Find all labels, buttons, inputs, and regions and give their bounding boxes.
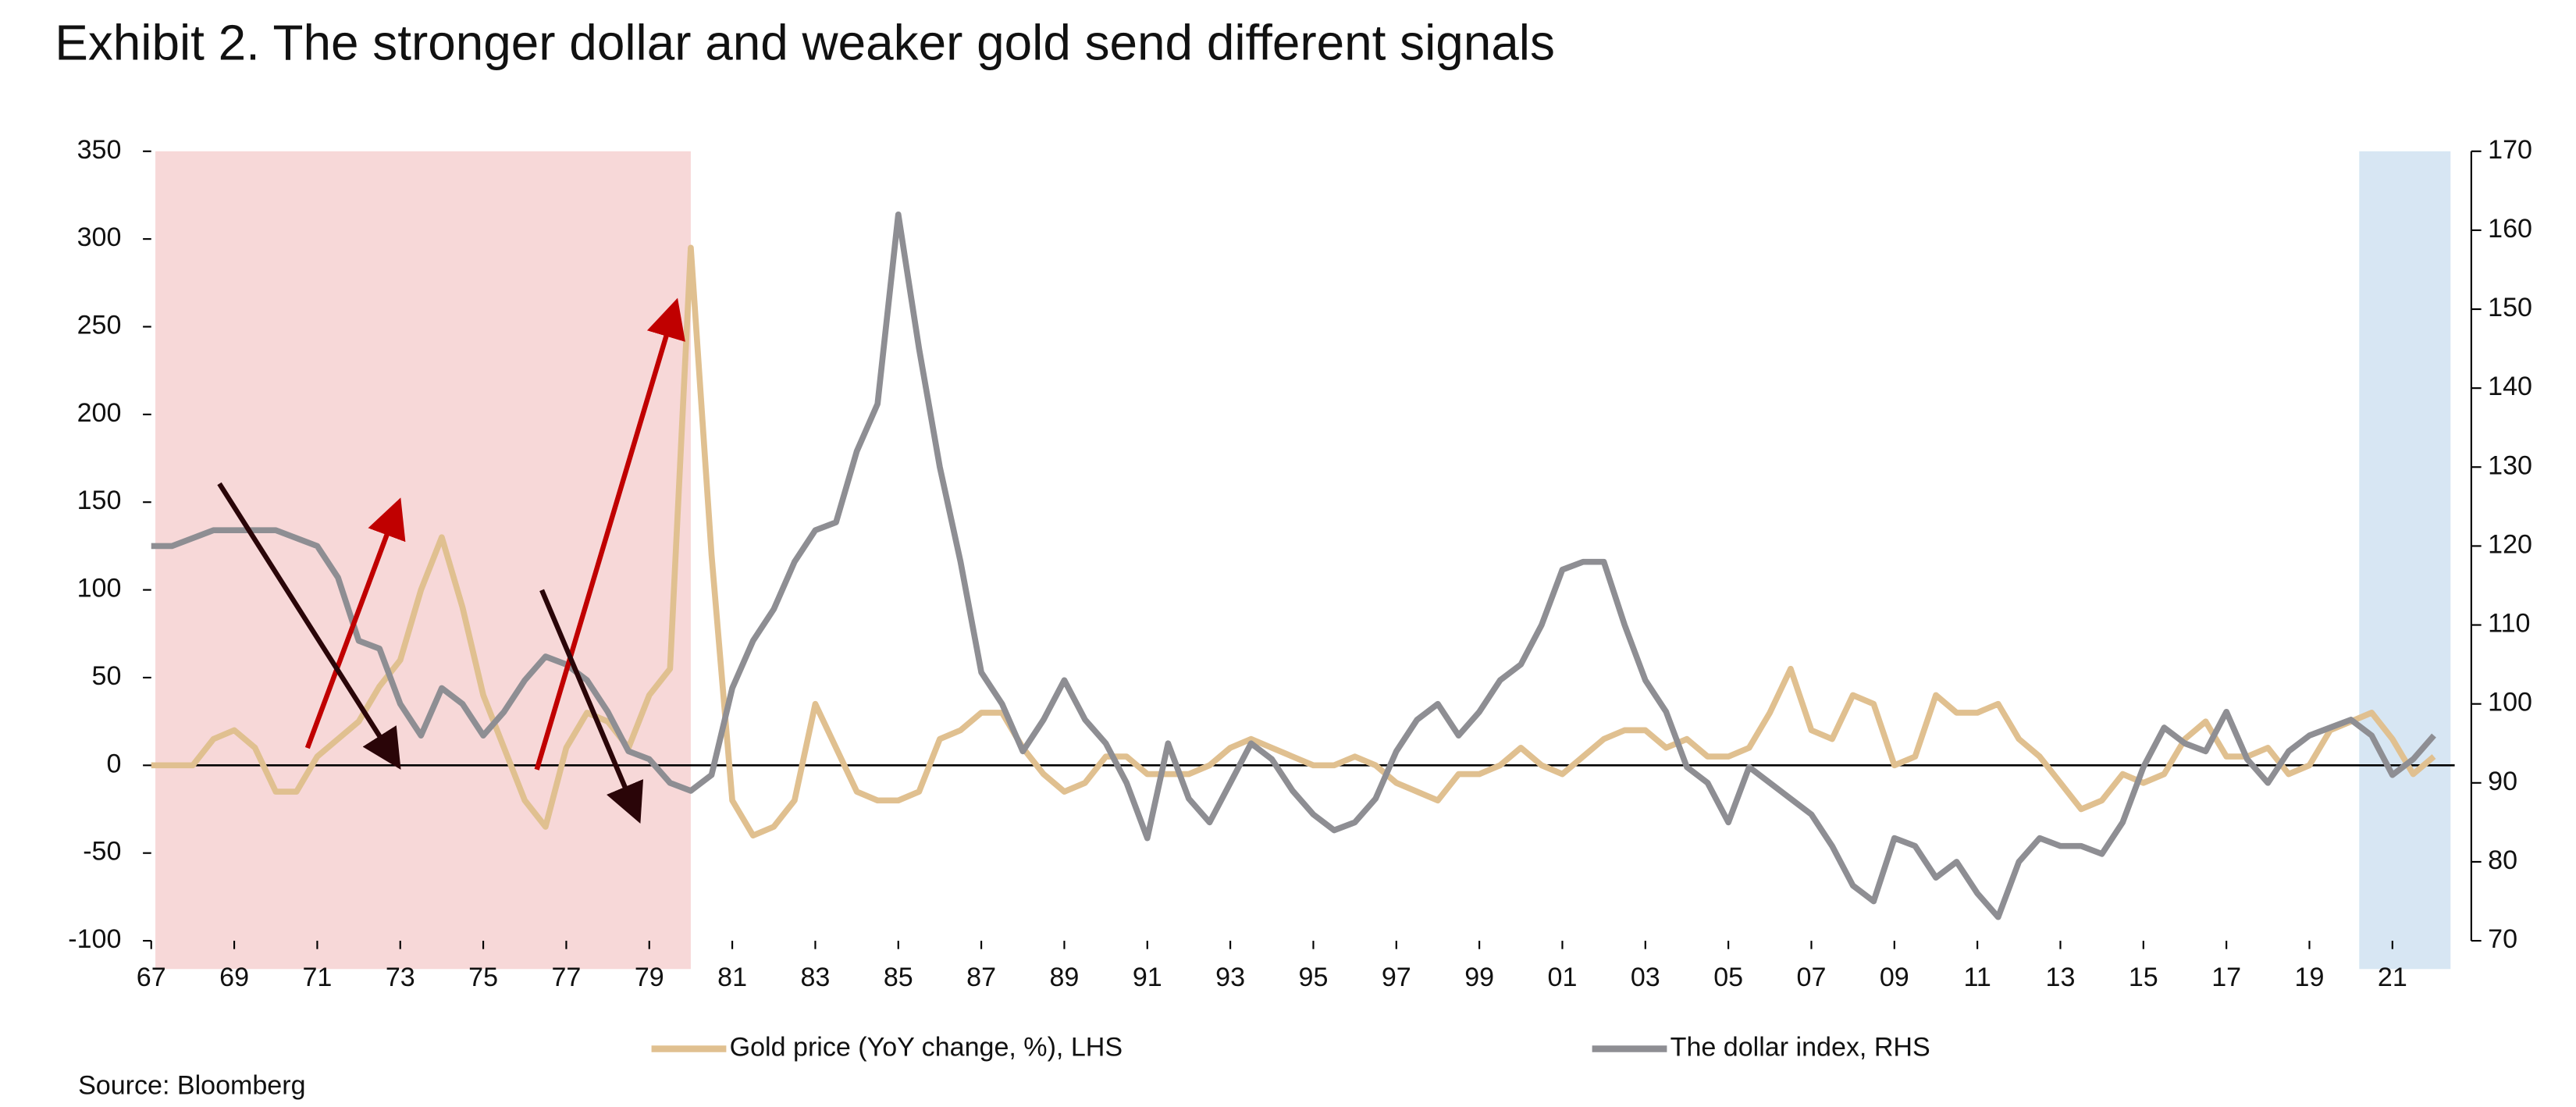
x-tick-label: 07: [1797, 963, 1827, 992]
x-tick-label: 11: [1963, 963, 1991, 992]
legend-label: Gold price (YoY change, %), LHS: [730, 1032, 1123, 1062]
x-tick-label: 93: [1215, 963, 1245, 992]
y-tick-label: 0: [106, 749, 121, 778]
y-tick-label: 50: [92, 661, 122, 691]
y2-tick-label: 100: [2488, 688, 2532, 717]
x-tick-label: 83: [800, 963, 830, 992]
x-tick-label: 19: [2295, 963, 2325, 992]
x-tick-label: 15: [2129, 963, 2158, 992]
x-tick-label: 85: [884, 963, 913, 992]
y2-tick-label: 80: [2488, 845, 2517, 875]
x-tick-label: 77: [551, 963, 581, 992]
y2-tick-label: 140: [2488, 372, 2532, 401]
arrow: [304, 497, 406, 749]
y2-tick-label: 110: [2488, 609, 2530, 639]
x-tick-label: 81: [717, 963, 747, 992]
x-tick-label: 01: [1548, 963, 1578, 992]
series-line: [151, 211, 2436, 920]
x-tick-label: 97: [1382, 963, 1411, 992]
x-tick-label: 91: [1133, 963, 1162, 992]
y2-tick-label: 90: [2488, 767, 2517, 796]
shaded-region: [2359, 151, 2451, 970]
y2-tick-label: 150: [2488, 293, 2532, 322]
x-tick-label: 71: [302, 963, 332, 992]
y-tick-label: 350: [77, 135, 122, 165]
x-tick-label: 75: [468, 963, 498, 992]
x-tick-label: 89: [1050, 963, 1080, 992]
x-tick-label: 17: [2211, 963, 2241, 992]
legend-label: The dollar index, RHS: [1670, 1032, 1930, 1062]
annotation-arrows: [217, 297, 685, 824]
y-tick-label: 200: [77, 398, 122, 428]
x-tick-label: 21: [2378, 963, 2407, 992]
x-tick-label: 79: [635, 963, 664, 992]
arrow: [539, 589, 644, 824]
x-tick-label: 73: [386, 963, 415, 992]
source-note: Source: Bloomberg: [78, 1070, 305, 1100]
y-tick-label: 300: [77, 222, 122, 252]
y-tick-label: 100: [77, 574, 122, 603]
y2-tick-label: 170: [2488, 135, 2532, 165]
x-tick-label: 69: [219, 963, 249, 992]
y2-tick-label: 160: [2488, 214, 2532, 244]
x-tick-label: 13: [2046, 963, 2076, 992]
y2-tick-label: 130: [2488, 450, 2532, 480]
y2-tick-label: 70: [2488, 924, 2517, 954]
arrow: [534, 297, 685, 771]
y-tick-label: -100: [68, 924, 121, 954]
x-tick-label: 03: [1631, 963, 1660, 992]
x-tick-label: 09: [1880, 963, 1909, 992]
y-tick-label: 250: [77, 311, 122, 340]
x-tick-label: 95: [1299, 963, 1329, 992]
series-line: [151, 244, 2436, 839]
x-tick-label: 87: [966, 963, 996, 992]
arrow: [217, 482, 401, 770]
x-tick-label: 67: [137, 963, 166, 992]
shaded-region: [155, 151, 691, 970]
x-tick-label: 05: [1713, 963, 1743, 992]
x-tick-label: 99: [1464, 963, 1494, 992]
chart-title: Exhibit 2. The stronger dollar and weake…: [55, 15, 1555, 71]
y2-tick-label: 120: [2488, 529, 2532, 559]
y-tick-label: -50: [83, 837, 121, 867]
y-tick-label: 150: [77, 486, 122, 515]
